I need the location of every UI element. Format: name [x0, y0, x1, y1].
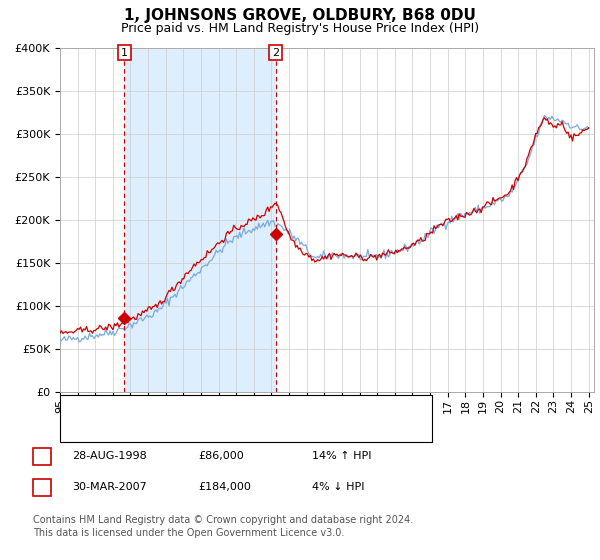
Text: 30-MAR-2007: 30-MAR-2007: [72, 482, 147, 492]
Text: 1, JOHNSONS GROVE, OLDBURY, B68 0DU (detached house): 1, JOHNSONS GROVE, OLDBURY, B68 0DU (det…: [79, 402, 414, 412]
Text: This data is licensed under the Open Government Licence v3.0.: This data is licensed under the Open Gov…: [33, 528, 344, 538]
Text: 2: 2: [38, 482, 46, 492]
Text: Price paid vs. HM Land Registry's House Price Index (HPI): Price paid vs. HM Land Registry's House …: [121, 22, 479, 35]
Text: 28-AUG-1998: 28-AUG-1998: [72, 451, 147, 461]
Text: Contains HM Land Registry data © Crown copyright and database right 2024.: Contains HM Land Registry data © Crown c…: [33, 515, 413, 525]
Text: —: —: [63, 420, 77, 433]
Text: 1: 1: [121, 48, 128, 58]
Text: —: —: [63, 400, 77, 414]
Text: 1: 1: [38, 451, 46, 461]
Bar: [124, 48, 275, 392]
Text: 1, JOHNSONS GROVE, OLDBURY, B68 0DU: 1, JOHNSONS GROVE, OLDBURY, B68 0DU: [124, 8, 476, 24]
Text: 14% ↑ HPI: 14% ↑ HPI: [312, 451, 371, 461]
Text: £86,000: £86,000: [198, 451, 244, 461]
Text: £184,000: £184,000: [198, 482, 251, 492]
Text: HPI: Average price, detached house, Sandwell: HPI: Average price, detached house, Sand…: [79, 422, 336, 432]
Text: 2: 2: [272, 48, 279, 58]
Text: 4% ↓ HPI: 4% ↓ HPI: [312, 482, 365, 492]
